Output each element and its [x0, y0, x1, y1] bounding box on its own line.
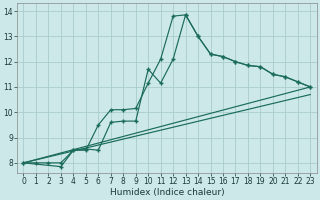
X-axis label: Humidex (Indice chaleur): Humidex (Indice chaleur): [109, 188, 224, 197]
